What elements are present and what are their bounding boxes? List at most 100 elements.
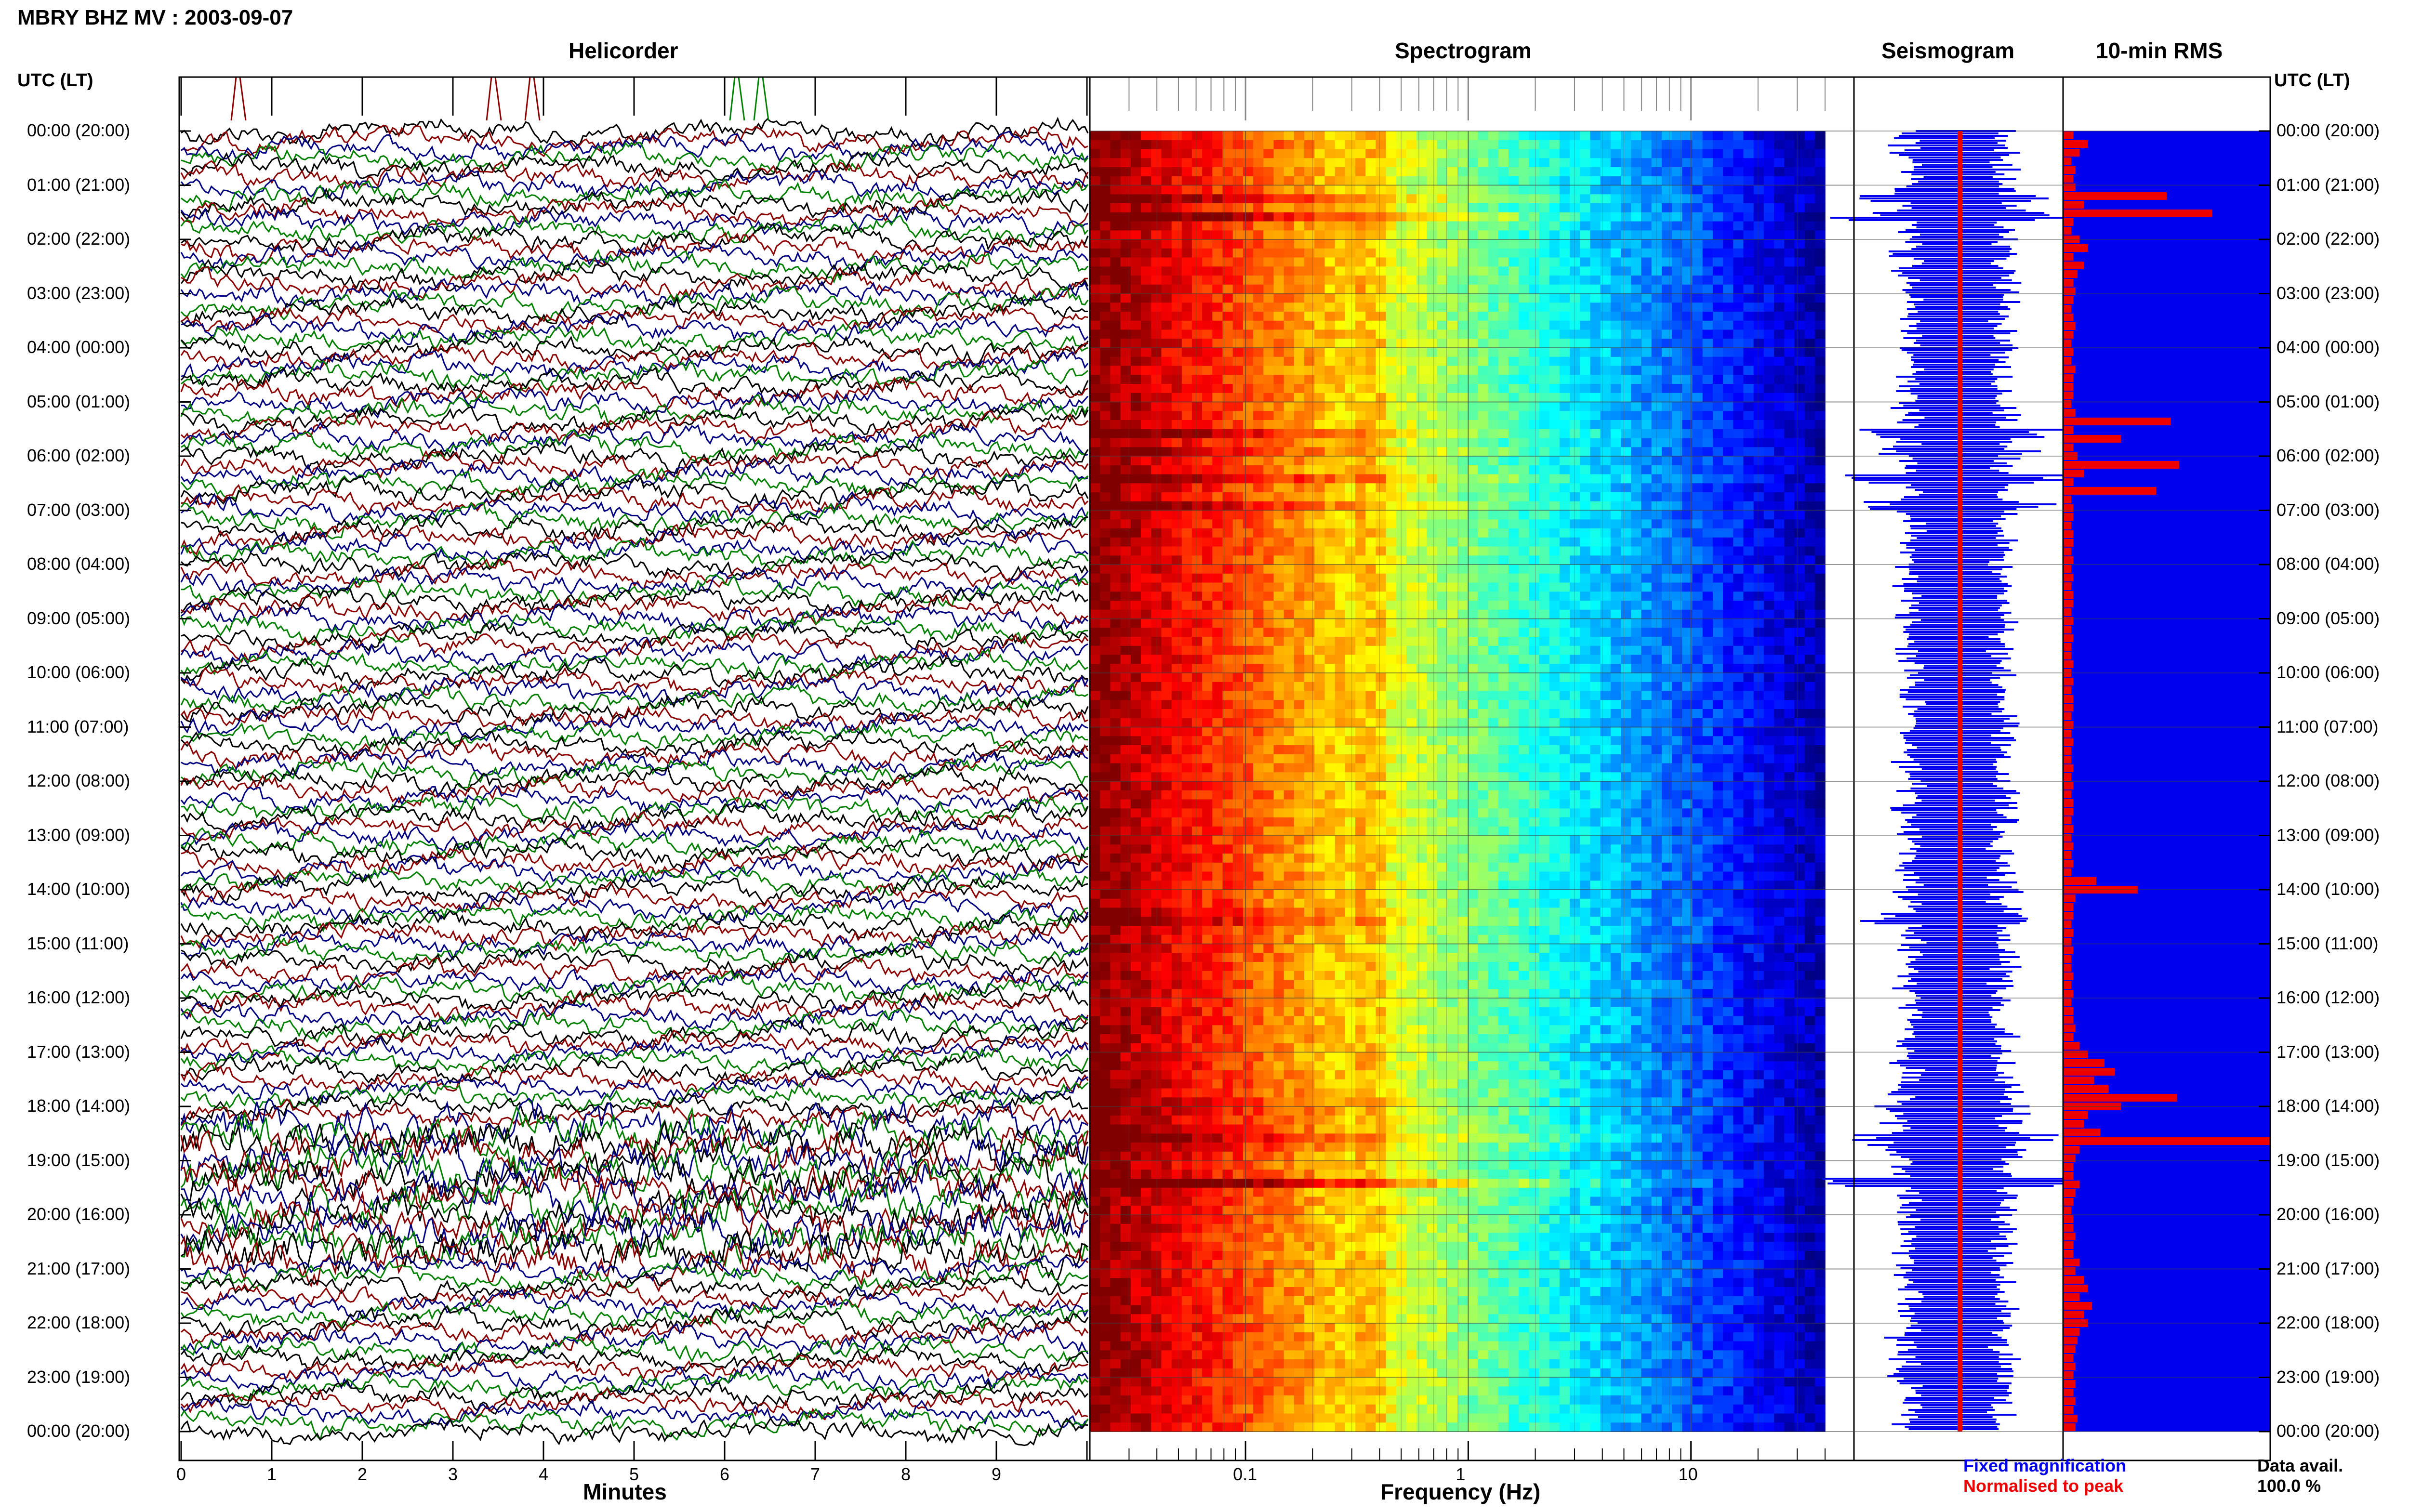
spectrogram-cell — [1672, 609, 1683, 619]
spectrogram-cell — [1641, 528, 1652, 538]
spectrogram-cell — [1222, 131, 1233, 141]
spectrogram-cell — [1304, 239, 1315, 249]
spectrogram-cell — [1682, 230, 1693, 240]
spectrogram-cell — [1631, 456, 1642, 466]
spectrogram-cell — [1468, 456, 1479, 466]
spectrogram-cell — [1345, 456, 1356, 466]
spectrogram-cell — [1641, 637, 1652, 646]
spectrogram-cell — [1324, 501, 1336, 511]
spectrogram-cell — [1692, 592, 1703, 601]
spectrogram-cell — [1661, 194, 1672, 204]
spectrogram-cell — [1386, 149, 1397, 159]
spectrogram-cell — [1743, 375, 1754, 384]
spectrogram-cell — [1120, 312, 1131, 321]
spectrogram-cell — [1814, 230, 1826, 240]
spectrogram-cell — [1376, 356, 1387, 367]
spectrogram-cell — [1539, 718, 1550, 728]
spectrogram-cell — [1610, 302, 1621, 312]
spectrogram-cell — [1621, 212, 1632, 222]
spectrogram-cell — [1753, 501, 1764, 511]
spectrogram-cell — [1682, 185, 1693, 195]
spectrogram-cell — [1396, 618, 1407, 629]
spectrogram-cell — [1222, 375, 1233, 384]
spectrogram-cell — [1539, 528, 1550, 538]
spectrogram-cell — [1253, 447, 1264, 457]
spectrogram-cell — [1273, 582, 1284, 592]
spectrogram-cell — [1273, 366, 1284, 376]
spectrogram-cell — [1202, 519, 1213, 529]
spectrogram-cell — [1702, 519, 1713, 529]
spectrogram-cell — [1141, 339, 1152, 348]
spectrogram-cell — [1763, 276, 1774, 285]
spectrogram-cell — [1314, 167, 1325, 177]
spectrogram-cell — [1529, 158, 1540, 168]
spectrogram-cell — [1416, 438, 1428, 448]
spectrogram-cell — [1600, 149, 1611, 159]
spectrogram-cell — [1365, 447, 1377, 457]
spectrogram-cell — [1570, 510, 1581, 520]
spectrogram-cell — [1468, 302, 1479, 312]
spectrogram-cell — [1232, 555, 1244, 565]
spectrogram-cell — [1712, 628, 1723, 637]
spectrogram-cell — [1120, 565, 1131, 574]
spectrogram-cell — [1621, 239, 1632, 249]
spectrogram-cell — [1171, 501, 1182, 511]
spectrogram-cell — [1814, 194, 1826, 204]
spectrogram-cell — [1263, 655, 1274, 665]
spectrogram-cell — [1509, 601, 1519, 610]
spectrogram-cell — [1631, 402, 1642, 412]
spectrogram-cell — [1243, 293, 1254, 303]
spectrogram-cell — [1804, 601, 1815, 610]
spectrogram-cell — [1468, 203, 1479, 213]
spectrogram-cell — [1804, 483, 1815, 493]
spectrogram-cell — [1141, 384, 1152, 394]
spectrogram-cell — [1723, 718, 1734, 728]
spectrogram-cell — [1130, 185, 1141, 195]
spectrogram-cell — [1672, 673, 1683, 683]
spectrogram-cell — [1763, 645, 1774, 656]
spectrogram-cell — [1294, 655, 1305, 665]
spectrogram-cell — [1151, 700, 1162, 710]
spectrogram-cell — [1212, 366, 1223, 376]
spectrogram-cell — [1549, 293, 1560, 303]
spectrogram-cell — [1774, 266, 1785, 276]
spectrogram-cell — [1631, 592, 1642, 601]
spectrogram-cell — [1416, 664, 1428, 673]
spectrogram-cell — [1814, 465, 1826, 475]
spectrogram-cell — [1253, 140, 1264, 150]
spectrogram-cell — [1416, 582, 1428, 592]
spectrogram-cell — [1478, 185, 1489, 195]
spectrogram-cell — [1457, 348, 1468, 357]
spectrogram-cell — [1427, 176, 1438, 186]
spectrogram-cell — [1702, 302, 1713, 312]
spectrogram-cell — [1610, 528, 1621, 538]
spectrogram-cell — [1365, 312, 1377, 321]
spectrogram-cell — [1804, 592, 1815, 601]
spectrogram-cell — [1171, 248, 1182, 258]
spectrogram-cell — [1386, 230, 1397, 240]
spectrogram-cell — [1631, 411, 1642, 421]
spectrogram-cell — [1774, 510, 1785, 520]
spectrogram-cell — [1478, 257, 1489, 267]
spectrogram-cell — [1151, 582, 1162, 592]
spectrogram-cell — [1661, 221, 1672, 231]
spectrogram-cell — [1263, 158, 1274, 168]
spectrogram-cell — [1702, 546, 1713, 556]
spectrogram-cell — [1682, 546, 1693, 556]
spectrogram-cell — [1784, 718, 1795, 728]
spectrogram-cell — [1753, 266, 1764, 276]
spectrogram-cell — [1437, 393, 1448, 403]
spectrogram-cell — [1294, 375, 1305, 384]
spectrogram-cell — [1151, 393, 1162, 403]
spectrogram-cell — [1559, 366, 1570, 376]
spectrogram-cell — [1478, 682, 1489, 692]
spectrogram-cell — [1447, 348, 1458, 357]
spectrogram-cell — [1539, 519, 1550, 529]
spectrogram-cell — [1171, 727, 1182, 737]
helicorder-trace — [180, 1408, 1089, 1441]
spectrogram-cell — [1570, 266, 1581, 276]
spectrogram-cell — [1161, 664, 1172, 673]
spectrogram-cell — [1753, 411, 1764, 421]
spectrogram-cell — [1682, 149, 1693, 159]
